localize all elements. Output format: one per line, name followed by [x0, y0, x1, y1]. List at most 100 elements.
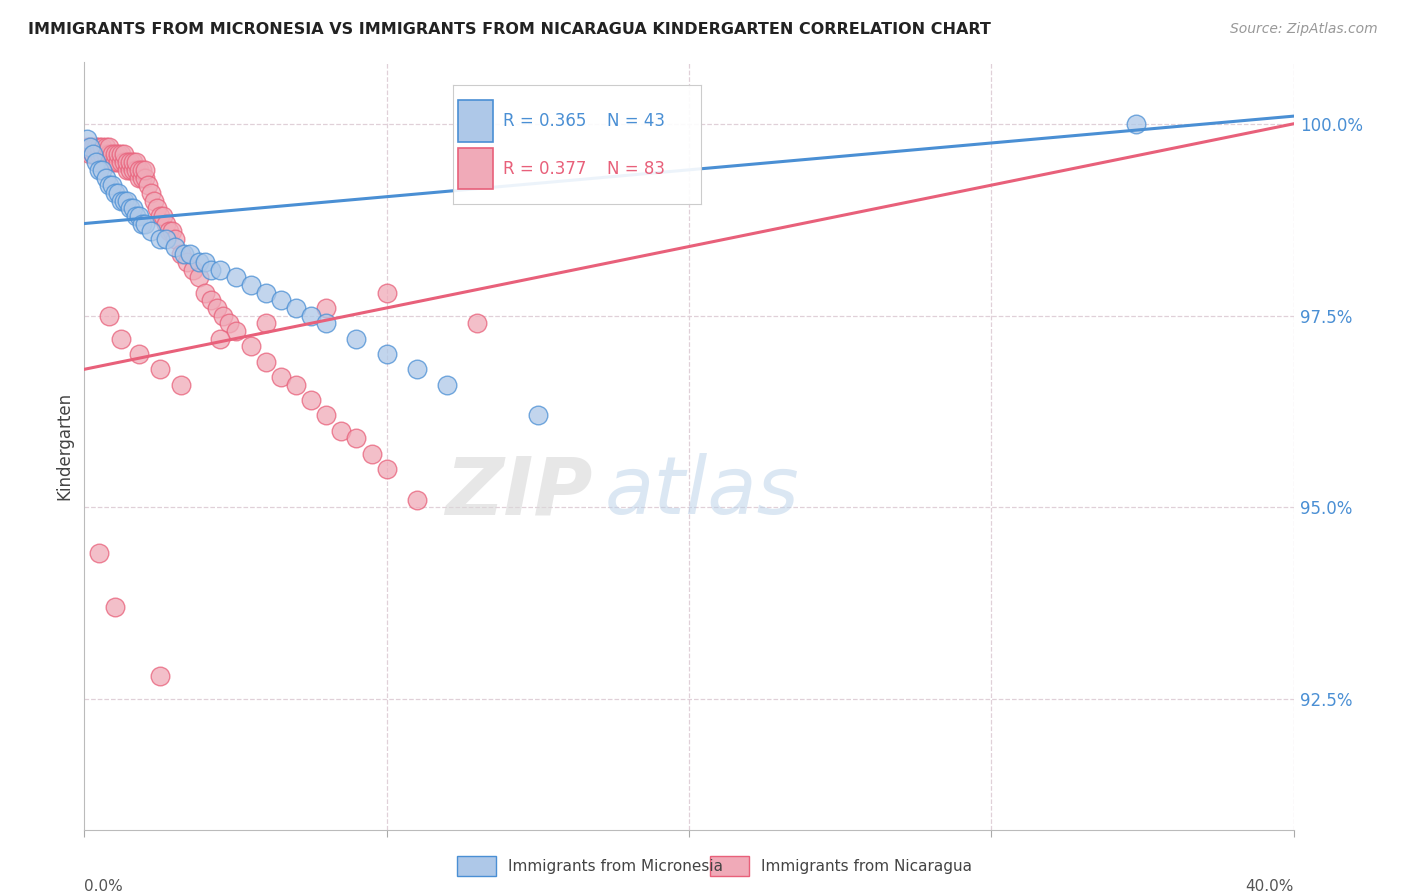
Point — [346, 332, 368, 346]
Point — [346, 431, 368, 445]
Point — [89, 546, 111, 560]
Point — [110, 155, 132, 169]
Point — [160, 224, 183, 238]
Point — [107, 155, 129, 169]
Point — [254, 316, 277, 330]
Point — [100, 155, 122, 169]
Point — [128, 170, 150, 185]
Point — [149, 669, 172, 683]
Point — [89, 147, 111, 161]
Point — [165, 239, 187, 253]
Point — [170, 377, 193, 392]
Point — [209, 262, 232, 277]
Point — [139, 224, 162, 238]
Point — [239, 277, 262, 292]
Point — [104, 155, 127, 169]
Point — [188, 255, 211, 269]
Point — [112, 155, 135, 169]
Point — [121, 162, 143, 177]
Point — [97, 309, 120, 323]
Point — [218, 316, 240, 330]
Point — [149, 209, 172, 223]
Point — [315, 409, 337, 423]
Text: 0.0%: 0.0% — [84, 880, 124, 892]
Point — [97, 178, 120, 193]
Point — [315, 316, 337, 330]
Text: IMMIGRANTS FROM MICRONESIA VS IMMIGRANTS FROM NICARAGUA KINDERGARTEN CORRELATION: IMMIGRANTS FROM MICRONESIA VS IMMIGRANTS… — [28, 22, 991, 37]
Point — [91, 140, 114, 154]
Point — [146, 201, 169, 215]
Point — [118, 155, 141, 169]
Point — [86, 147, 108, 161]
Point — [360, 447, 382, 461]
Point — [94, 170, 117, 185]
Point — [134, 162, 156, 177]
Point — [315, 301, 337, 315]
Point — [194, 285, 217, 300]
Point — [170, 247, 193, 261]
Point — [82, 140, 104, 154]
Point — [176, 255, 198, 269]
Point — [128, 162, 150, 177]
Point — [299, 392, 322, 407]
Point — [375, 285, 398, 300]
Point — [139, 186, 162, 200]
Point — [110, 147, 132, 161]
Point — [115, 155, 138, 169]
Point — [79, 147, 101, 161]
Point — [100, 147, 122, 161]
Point — [179, 247, 201, 261]
Point — [94, 147, 117, 161]
Point — [100, 178, 122, 193]
Point — [104, 600, 127, 615]
Point — [115, 194, 138, 208]
Text: Immigrants from Nicaragua: Immigrants from Nicaragua — [761, 859, 972, 873]
Point — [270, 293, 292, 308]
Point — [112, 194, 135, 208]
Point — [118, 201, 141, 215]
Point — [136, 178, 159, 193]
Text: 40.0%: 40.0% — [1246, 880, 1294, 892]
Point — [104, 147, 127, 161]
Point — [207, 301, 229, 315]
Point — [110, 332, 132, 346]
Y-axis label: Kindergarten: Kindergarten — [55, 392, 73, 500]
Point — [82, 147, 104, 161]
Point — [91, 162, 114, 177]
Point — [406, 362, 429, 376]
Point — [76, 140, 98, 154]
Point — [200, 262, 222, 277]
Text: Source: ZipAtlas.com: Source: ZipAtlas.com — [1230, 22, 1378, 37]
Point — [436, 377, 458, 392]
Point — [155, 232, 177, 246]
Point — [155, 217, 177, 231]
Point — [157, 224, 180, 238]
Point — [149, 362, 172, 376]
Point — [131, 170, 153, 185]
Point — [89, 162, 111, 177]
Point — [131, 217, 153, 231]
Point — [91, 147, 114, 161]
Point — [86, 140, 108, 154]
Point — [527, 409, 550, 423]
Point — [115, 162, 138, 177]
Point — [97, 147, 120, 161]
Point — [142, 194, 165, 208]
Point — [107, 147, 129, 161]
Text: ZIP: ZIP — [444, 453, 592, 531]
Point — [125, 162, 148, 177]
Point — [94, 140, 117, 154]
Point — [285, 377, 308, 392]
Point — [107, 186, 129, 200]
Point — [194, 255, 217, 269]
Point — [110, 194, 132, 208]
Point — [165, 232, 187, 246]
Point — [131, 162, 153, 177]
Point — [200, 293, 222, 308]
Point — [89, 140, 111, 154]
Point — [270, 370, 292, 384]
Point — [112, 147, 135, 161]
Text: Immigrants from Micronesia: Immigrants from Micronesia — [508, 859, 723, 873]
Point — [188, 270, 211, 285]
Point — [79, 140, 101, 154]
